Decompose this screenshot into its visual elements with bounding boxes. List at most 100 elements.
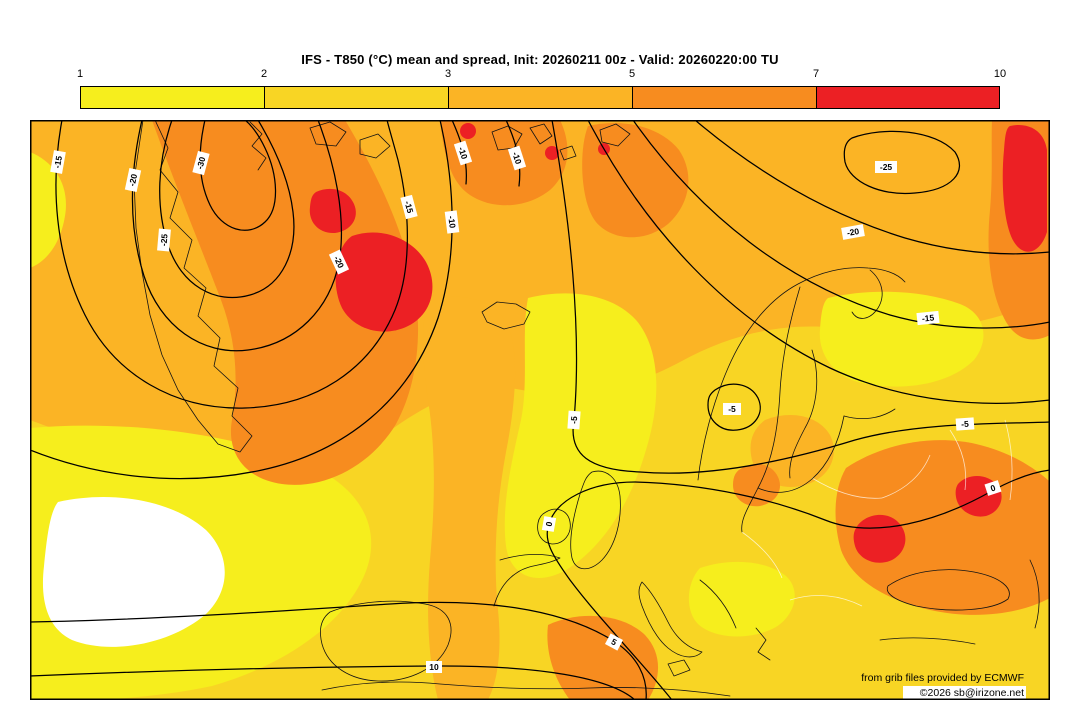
coastline-sicily (667, 659, 691, 677)
contour-label-box (192, 150, 210, 176)
colorbar-tick-label: 3 (444, 68, 452, 80)
coastline-arctic-island (359, 133, 391, 159)
colorbar-segment-4 (632, 86, 817, 109)
spread-region-orange-norway-dot (733, 463, 780, 507)
colorbar-tick-label: 5 (628, 68, 636, 80)
contour-label-box (426, 661, 442, 673)
chart-title: IFS - T850 (°C) mean and spread, Init: 2… (301, 52, 779, 67)
contour-label-box (50, 150, 66, 174)
contour-label-text: -5 (961, 419, 970, 430)
contour-label: -10 (444, 210, 460, 234)
contour-label-box (328, 249, 350, 275)
contour-label-box (567, 410, 581, 430)
contour-line (159, 120, 295, 299)
spread-region-amber-column (423, 296, 516, 700)
contour-label-text: -25 (880, 162, 893, 172)
map-frame (30, 120, 1050, 700)
coastline-arctic-island (559, 145, 577, 161)
contour-label-box (444, 210, 460, 234)
coastline-france (493, 554, 561, 607)
coastline-greenland (133, 120, 253, 453)
spread-region-yellow-left-strip (30, 152, 66, 268)
contour-label: -10 (453, 140, 473, 166)
colorbar-segment-2 (264, 86, 449, 109)
spread-region-white-southwest (42, 497, 225, 647)
country-borders (741, 419, 1013, 607)
colorbar-tick-label: 7 (812, 68, 820, 80)
colorbar-segment-3 (448, 86, 633, 109)
coastline-greece (755, 627, 771, 661)
coastline-baltic (757, 415, 845, 493)
spread-region-orange-top-center (440, 120, 568, 206)
contour-label-text: -15 (403, 200, 416, 215)
contour-label-box (124, 167, 142, 193)
contour-label: -20 (124, 167, 142, 193)
contour-line (546, 469, 1050, 700)
spread-region-red-blacksea-1 (853, 514, 906, 563)
contour-line (843, 130, 961, 195)
coastline-balkans (699, 579, 737, 629)
spread-region-red-greenland-1 (335, 232, 433, 332)
contour-label: -5 (723, 403, 741, 415)
contour-label: -25 (875, 161, 897, 173)
contour-label-text: -15 (921, 312, 935, 323)
country-border (811, 477, 883, 499)
contour-label-text: -30 (195, 156, 208, 171)
spread-region-yellow-right-top (819, 291, 984, 387)
contour-label: -15 (400, 194, 418, 220)
contour-label-text: -25 (158, 233, 169, 246)
spread-region-yellow-center (504, 293, 657, 579)
colorbar (80, 86, 1000, 109)
contour-label: -25 (157, 228, 171, 252)
contour-label: -20 (328, 249, 350, 275)
contour-label: 0 (984, 480, 1002, 496)
contour-label-text: -5 (728, 404, 736, 414)
contour-label-text: -10 (510, 151, 523, 166)
contour-label-box (955, 417, 975, 431)
country-border (741, 531, 783, 579)
contour-label-text: 0 (544, 521, 555, 528)
coastline-italy (638, 581, 703, 658)
contour-label: 10 (426, 661, 442, 673)
contour-label-text: -20 (332, 254, 346, 270)
coastline-finland (843, 408, 896, 420)
coastline-caspian (1029, 559, 1040, 629)
contour-line (707, 383, 761, 431)
contour-line (199, 120, 277, 231)
country-border (1004, 419, 1013, 501)
coastline-svalbard (529, 123, 553, 145)
contour-label-box (984, 480, 1002, 496)
coastline-iceland (481, 301, 531, 330)
contour-line (551, 120, 1050, 474)
map-canvas: -15 -20 -25 -30 -20 -15 -10 -10 -10 -5 -… (30, 120, 1050, 700)
contour-label-box (605, 633, 623, 651)
contour-label: 5 (605, 633, 623, 651)
colorbar-tick-label: 10 (993, 68, 1007, 80)
contour-lines (30, 120, 1050, 700)
country-border (949, 429, 967, 491)
contour-line (694, 120, 1050, 255)
contour-line (55, 120, 408, 409)
contour-line (30, 601, 647, 700)
contour-label-text: 5 (610, 636, 619, 647)
credits-line1: from grib files provided by ECMWF (861, 672, 1024, 684)
coastline-black-sea (886, 569, 1010, 611)
contour-label: -15 (916, 310, 940, 326)
colorbar-ticks: 1 2 3 5 7 10 (77, 68, 1006, 82)
contour-label-box (541, 516, 557, 532)
spread-region-orange-bottom-center (547, 615, 659, 700)
spread-fill-regions (30, 120, 1050, 700)
spread-region-red-dot-1 (460, 123, 476, 139)
coastline-kola (851, 269, 883, 319)
coastline-iberia (320, 600, 452, 682)
spread-region-red-dot-2 (545, 146, 559, 160)
colorbar-segment-1 (80, 86, 265, 109)
contour-label: -5 (955, 417, 975, 431)
coastline-bothnia (789, 349, 818, 479)
contour-label: 0 (541, 516, 557, 532)
coastline-turkey (879, 637, 976, 645)
contour-label-text: 10 (429, 662, 439, 672)
credits: from grib files provided by ECMWF ©2026 … (861, 672, 1026, 699)
contour-label: -20 (841, 224, 865, 240)
